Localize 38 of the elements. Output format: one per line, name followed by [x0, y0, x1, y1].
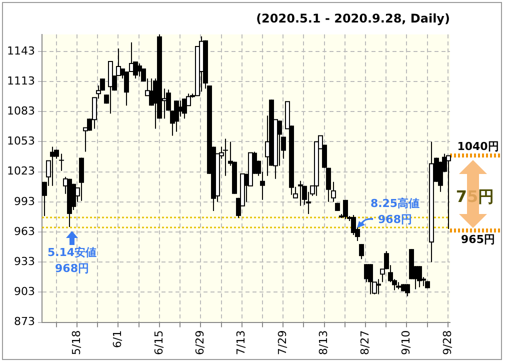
y-tick-label: 1113 [6, 74, 35, 88]
x-tick-label: 9/28 [440, 330, 454, 355]
candlestick [174, 100, 179, 132]
candlestick [71, 183, 76, 210]
y-tick-label: 1143 [6, 44, 35, 58]
ref-line-label: 1040円 [457, 140, 499, 153]
candlestick [223, 138, 228, 176]
y-tick-label: 903 [14, 285, 35, 298]
x-tick-label: 7/29 [276, 330, 289, 355]
annotation: 5.14安値 968円 [47, 246, 97, 275]
y-tick-label: 873 [14, 315, 35, 328]
candlestick [42, 181, 47, 216]
ref-line-label: 965円 [461, 232, 495, 246]
annotation: 8.25高値 968円 [370, 196, 420, 226]
candlestick [182, 98, 187, 120]
y-tick-label: 993 [14, 194, 35, 208]
y-tick-label: 1083 [6, 104, 35, 118]
y-tick-label: 933 [14, 254, 35, 268]
candlestick [417, 266, 422, 288]
x-tick-label: 8/13 [317, 330, 330, 355]
candlestick [359, 244, 364, 260]
y-tick-label: 1053 [6, 134, 35, 148]
x-tick-label: 8/27 [358, 330, 372, 355]
x-tick-label: 7/13 [234, 330, 248, 355]
candlestick [343, 199, 348, 220]
x-tick-label: 5/18 [70, 330, 83, 355]
candlestick [405, 284, 410, 297]
candlestick [368, 264, 373, 295]
x-tick-label: 6/29 [194, 330, 207, 355]
y-tick-label: 1023 [6, 164, 35, 178]
x-tick-label: 6/1 [111, 330, 124, 348]
x-tick-label: 6/15 [152, 330, 166, 355]
y-tick-label: 963 [14, 224, 35, 238]
candlestick [137, 62, 142, 78]
candlestick [59, 153, 64, 172]
x-tick-label: 9/10 [400, 330, 413, 355]
candlestick [277, 120, 282, 166]
chart-title: (2020.5.1 - 2020.9.28, Daily) [256, 11, 450, 26]
